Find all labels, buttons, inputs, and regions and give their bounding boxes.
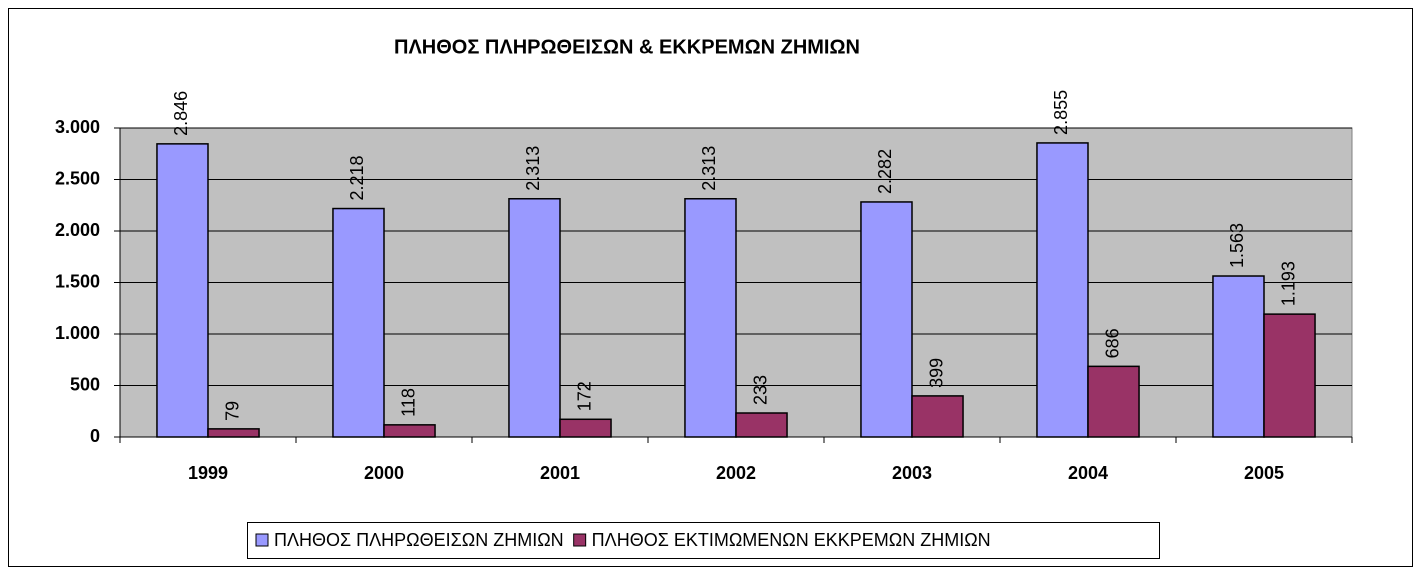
bar xyxy=(1087,365,1140,438)
data-label: 172 xyxy=(574,381,594,411)
bar xyxy=(684,198,737,438)
y-tick-label: 500 xyxy=(70,374,100,394)
bar xyxy=(559,418,612,438)
y-tick-label: 3.000 xyxy=(55,117,100,137)
data-label: 2.282 xyxy=(875,149,895,194)
y-tick-label: 2.500 xyxy=(55,168,100,188)
legend-swatch xyxy=(255,533,269,547)
bar xyxy=(1263,313,1316,438)
x-tick-label: 2000 xyxy=(364,463,404,483)
bar xyxy=(207,428,260,438)
data-label: 2.855 xyxy=(1051,90,1071,135)
x-tick-label: 2005 xyxy=(1244,463,1284,483)
data-label: 686 xyxy=(1102,328,1122,358)
data-label: 79 xyxy=(222,401,242,421)
y-tick-label: 1.000 xyxy=(55,323,100,343)
chart-title: ΠΛΗΘΟΣ ΠΛΗΡΩΘΕΙΣΩΝ & ΕΚΚΡΕΜΩΝ ΖΗΜΙΩΝ xyxy=(394,36,860,58)
data-label: 118 xyxy=(398,388,418,417)
bar xyxy=(911,395,964,438)
data-label: 2.313 xyxy=(523,146,543,191)
bar xyxy=(735,412,788,438)
bar xyxy=(332,207,385,438)
data-label: 1.563 xyxy=(1227,223,1247,268)
data-label: 1.193 xyxy=(1278,261,1298,306)
data-label: 399 xyxy=(926,358,946,388)
data-label: 2.313 xyxy=(699,146,719,191)
y-tick-label: 2.000 xyxy=(55,220,100,240)
legend-swatch xyxy=(573,533,587,547)
x-tick-label: 2004 xyxy=(1068,463,1108,483)
x-tick-label: 2002 xyxy=(716,463,756,483)
legend xyxy=(247,522,1160,559)
data-label: 233 xyxy=(750,375,770,405)
bar xyxy=(1036,142,1089,438)
bar xyxy=(383,424,436,438)
bar xyxy=(1212,275,1265,438)
data-label: 2.218 xyxy=(347,155,367,200)
bar xyxy=(860,201,913,438)
data-label: 2.846 xyxy=(171,91,191,136)
legend-label: ΠΛΗΘΟΣ ΠΛΗΡΩΘΕΙΣΩΝ ΖΗΜΙΩΝ xyxy=(274,530,564,550)
x-tick-label: 1999 xyxy=(188,463,228,483)
legend-label: ΠΛΗΘΟΣ ΕΚΤΙΜΩΜΕΝΩΝ ΕΚΚΡΕΜΩΝ ΖΗΜΙΩΝ xyxy=(592,530,991,550)
x-tick-label: 2001 xyxy=(540,463,580,483)
bar xyxy=(508,198,561,438)
y-tick-label: 1.500 xyxy=(55,271,100,291)
x-tick-label: 2003 xyxy=(892,463,932,483)
bar xyxy=(156,143,209,438)
y-tick-label: 0 xyxy=(90,426,100,446)
